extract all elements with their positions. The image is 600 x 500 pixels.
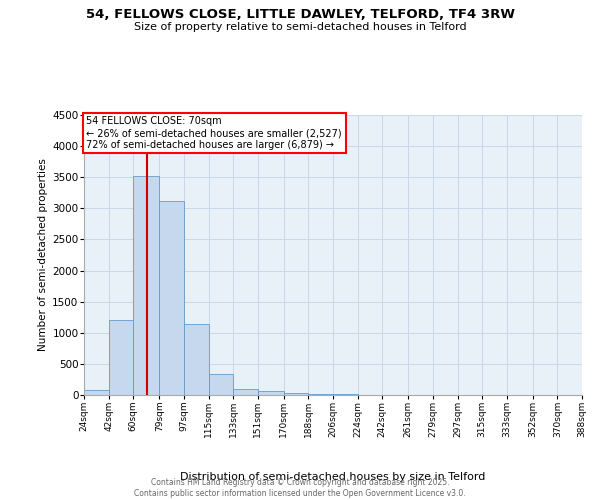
Text: Distribution of semi-detached houses by size in Telford: Distribution of semi-detached houses by … [181, 472, 485, 482]
Bar [284, 393, 308, 395]
Bar [84, 390, 109, 395]
Bar [209, 374, 233, 395]
Bar [159, 201, 184, 395]
Bar [133, 176, 159, 395]
Text: Contains HM Land Registry data © Crown copyright and database right 2025.
Contai: Contains HM Land Registry data © Crown c… [134, 478, 466, 498]
Bar [184, 324, 209, 395]
Bar [258, 391, 284, 395]
Y-axis label: Number of semi-detached properties: Number of semi-detached properties [38, 158, 48, 352]
Text: Size of property relative to semi-detached houses in Telford: Size of property relative to semi-detach… [134, 22, 466, 32]
Bar [109, 320, 133, 395]
Text: 54, FELLOWS CLOSE, LITTLE DAWLEY, TELFORD, TF4 3RW: 54, FELLOWS CLOSE, LITTLE DAWLEY, TELFOR… [86, 8, 515, 20]
Bar [333, 394, 358, 395]
Text: 54 FELLOWS CLOSE: 70sqm
← 26% of semi-detached houses are smaller (2,527)
72% of: 54 FELLOWS CLOSE: 70sqm ← 26% of semi-de… [86, 116, 342, 150]
Bar [308, 394, 333, 395]
Bar [233, 389, 258, 395]
